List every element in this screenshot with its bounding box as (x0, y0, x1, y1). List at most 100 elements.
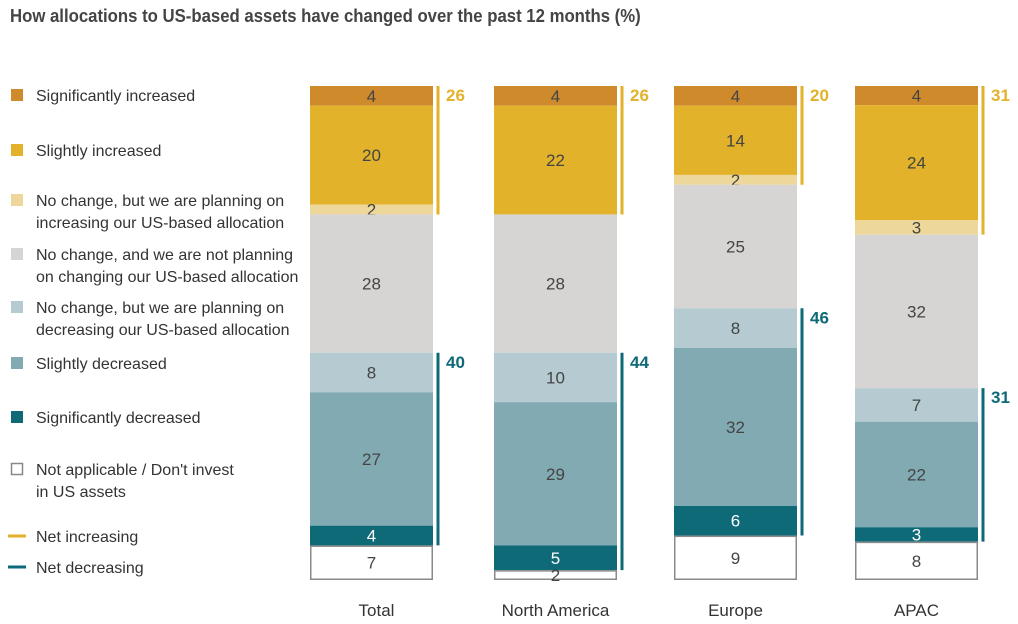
legend-label: decreasing our US-based allocation (36, 322, 289, 339)
bar-segment (674, 308, 797, 348)
data-label: 2 (551, 566, 560, 585)
legend-label: on changing our US-based allocation (36, 269, 298, 286)
data-label: 3 (912, 525, 921, 544)
legend-item-significantly-increased: Significantly increased (11, 88, 195, 105)
net-increasing-value: 31 (991, 86, 1010, 105)
category-label: North America (502, 601, 610, 620)
legend-label: Not applicable / Don't invest (36, 462, 234, 479)
bar-segment (310, 525, 433, 546)
bar-europe: 4 14 2 25 8 32 6 9 (674, 86, 797, 580)
data-label: 27 (362, 450, 381, 469)
data-label: 14 (726, 131, 745, 150)
data-label: 28 (362, 275, 381, 294)
data-label: 7 (367, 554, 376, 573)
bar-segment (674, 505, 797, 536)
legend-swatch (11, 248, 23, 260)
net-increasing-bracket: 20 (800, 86, 829, 185)
legend-swatch (11, 301, 23, 313)
data-label: 32 (907, 302, 926, 321)
data-label: 4 (367, 527, 376, 546)
data-label: 7 (912, 396, 921, 415)
bar-segment (855, 388, 978, 422)
net-increasing-bracket: 31 (981, 86, 1010, 235)
data-label: 4 (731, 87, 740, 106)
legend-swatch (10, 462, 24, 476)
bar-segment (310, 392, 433, 526)
net-decreasing-bracket: 44 (620, 352, 649, 571)
bar-segment (494, 352, 617, 403)
legend-label: Significantly increased (36, 88, 195, 105)
data-label: 4 (551, 87, 560, 106)
legend-label: No change, but we are planning on (36, 300, 284, 317)
legend-label: Slightly increased (36, 143, 161, 160)
legend-item-not-applicable: Not applicable / Don't invest in US asset… (10, 462, 234, 501)
legend-swatch (11, 194, 23, 206)
category-label: Total (359, 601, 395, 620)
data-label: 8 (731, 319, 740, 338)
legend-label: No change, and we are not planning (36, 247, 293, 264)
legend-item-slightly-decreased: Slightly decreased (11, 356, 167, 373)
legend-label: No change, but we are planning on (36, 193, 284, 210)
category-label: Europe (708, 601, 763, 620)
net-increasing-value: 26 (630, 86, 649, 105)
net-decreasing-bracket: 31 (981, 388, 1010, 542)
data-label: 25 (726, 238, 745, 257)
bar-segment (674, 347, 797, 506)
legend-label: Significantly decreased (36, 410, 201, 427)
data-label: 6 (731, 512, 740, 531)
bar-segment (855, 86, 978, 106)
bar-segment (494, 402, 617, 546)
data-label: 4 (367, 87, 376, 106)
data-label: 10 (546, 368, 565, 387)
bar-north-america: 4 22 28 10 29 52 (494, 86, 617, 585)
bar-segment (855, 527, 978, 542)
net-increasing-value: 26 (446, 86, 465, 105)
net-increasing-bracket: 26 (620, 86, 649, 215)
legend-item-no-change-none: No change, and we are not planning on cha… (11, 247, 298, 286)
legend-label: in US assets (36, 484, 126, 501)
net-decreasing-value: 46 (810, 308, 829, 327)
bar-segment (310, 352, 433, 393)
bar-segment (674, 105, 797, 175)
legend-item-net-increasing: Net increasing (8, 529, 138, 546)
bar-segment (674, 174, 797, 185)
chart-title: How allocations to US-based assets have … (10, 6, 641, 26)
legend-label: Net decreasing (36, 560, 144, 577)
legend-swatch (11, 89, 23, 101)
legend-label: Slightly decreased (36, 356, 167, 373)
legend-swatch (11, 357, 23, 369)
bar-segment (494, 570, 617, 580)
data-label: 24 (907, 154, 926, 173)
net-decreasing-value: 31 (991, 388, 1010, 407)
data-label: 3 (912, 218, 921, 237)
data-label: 22 (546, 151, 565, 170)
data-label: 9 (731, 549, 740, 568)
bar-segment (494, 214, 617, 353)
bar-segment (855, 541, 978, 580)
category-labels: Total North America Europe APAC (359, 601, 939, 620)
legend-item-significantly-decreased: Significantly decreased (11, 410, 201, 427)
legend-item-net-decreasing: Net decreasing (8, 560, 144, 577)
data-label: 22 (907, 465, 926, 484)
legend-item-slightly-increased: Slightly increased (11, 143, 161, 160)
category-label: APAC (894, 601, 939, 620)
bar-segment (494, 545, 617, 571)
legend: Significantly increased Slightly increase… (8, 88, 298, 577)
bar-segment (855, 105, 978, 221)
legend-item-no-change-decrease: No change, but we are planning on decreas… (11, 300, 289, 339)
bar-segment (494, 86, 617, 106)
data-label: 8 (367, 364, 376, 383)
net-decreasing-value: 44 (630, 353, 649, 372)
bar-segment (310, 86, 433, 106)
data-label: 28 (546, 275, 565, 294)
data-label: 32 (726, 418, 745, 437)
net-decreasing-bracket: 40 (436, 352, 465, 546)
bar-segment (855, 234, 978, 389)
bar-segment (855, 220, 978, 235)
net-decreasing-bracket: 46 (800, 308, 829, 536)
data-label: 20 (362, 146, 381, 165)
bar-segment (310, 204, 433, 215)
net-decreasing-value: 40 (446, 353, 465, 372)
